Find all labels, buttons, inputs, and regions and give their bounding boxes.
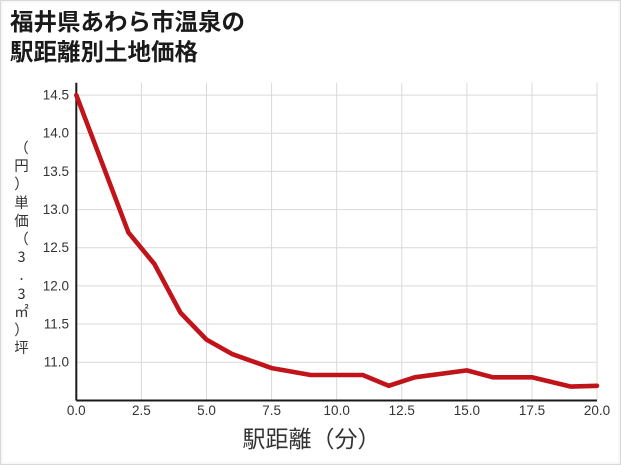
svg-text:12.5: 12.5	[389, 403, 415, 418]
svg-text:13.5: 13.5	[43, 164, 69, 179]
svg-text:14.0: 14.0	[43, 126, 69, 141]
svg-text:12.5: 12.5	[43, 240, 69, 255]
svg-text:17.5: 17.5	[519, 403, 545, 418]
svg-text:13.0: 13.0	[43, 202, 69, 217]
svg-text:11.0: 11.0	[44, 355, 69, 370]
svg-text:14.5: 14.5	[43, 88, 69, 103]
svg-text:0.0: 0.0	[67, 403, 86, 418]
svg-text:11.5: 11.5	[44, 316, 69, 331]
svg-text:2.5: 2.5	[132, 403, 151, 418]
svg-text:15.0: 15.0	[454, 403, 480, 418]
svg-text:7.5: 7.5	[262, 403, 281, 418]
svg-text:20.0: 20.0	[584, 403, 610, 418]
svg-text:12.0: 12.0	[43, 278, 69, 293]
svg-text:5.0: 5.0	[197, 403, 216, 418]
svg-text:10.0: 10.0	[324, 403, 350, 418]
